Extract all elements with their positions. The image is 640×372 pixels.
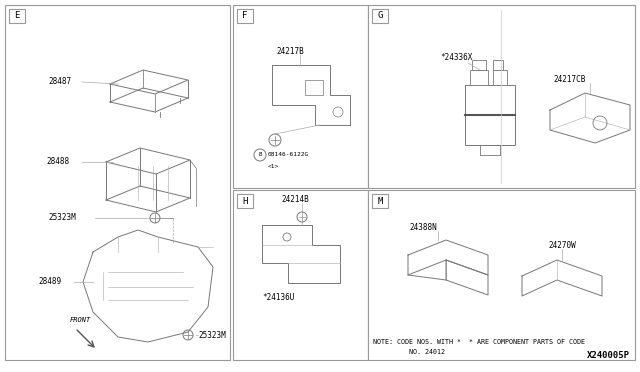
- Bar: [368, 190, 635, 360]
- Text: *24136U: *24136U: [262, 292, 294, 301]
- Text: FRONT: FRONT: [70, 317, 92, 323]
- Text: 28488: 28488: [46, 157, 69, 167]
- Text: G: G: [378, 12, 383, 20]
- Bar: [372, 194, 388, 208]
- Text: X240005P: X240005P: [587, 350, 630, 359]
- Text: *24336X: *24336X: [440, 54, 472, 62]
- Text: 24388N: 24388N: [409, 224, 437, 232]
- Text: 24217B: 24217B: [276, 48, 304, 57]
- Text: 25323M: 25323M: [198, 330, 226, 340]
- Text: 08146-6122G: 08146-6122G: [268, 153, 309, 157]
- Bar: [372, 9, 388, 23]
- Bar: [237, 194, 253, 208]
- Bar: [237, 9, 253, 23]
- Text: 24270W: 24270W: [548, 241, 576, 250]
- Text: H: H: [243, 196, 248, 205]
- Text: 24217CB: 24217CB: [554, 76, 586, 84]
- Text: E: E: [14, 12, 20, 20]
- Text: M: M: [378, 196, 383, 205]
- Text: B: B: [259, 153, 262, 157]
- Text: NOTE: CODE NOS. WITH *  * ARE COMPONENT PARTS OF CODE: NOTE: CODE NOS. WITH * * ARE COMPONENT P…: [373, 339, 585, 345]
- Bar: [305, 80, 323, 95]
- Bar: [493, 70, 507, 85]
- Text: 25323M: 25323M: [48, 214, 76, 222]
- Text: 28489: 28489: [38, 278, 61, 286]
- Text: NO. 24012: NO. 24012: [373, 349, 445, 355]
- Text: F: F: [243, 12, 248, 20]
- Bar: [233, 5, 368, 188]
- Bar: [368, 5, 635, 188]
- Bar: [5, 5, 230, 360]
- Bar: [493, 60, 503, 70]
- Bar: [233, 190, 368, 360]
- Bar: [470, 70, 488, 85]
- Bar: [9, 9, 25, 23]
- Text: 28487: 28487: [48, 77, 71, 87]
- Text: <1>: <1>: [268, 164, 279, 169]
- Bar: [465, 85, 515, 145]
- Bar: [472, 60, 486, 70]
- Text: 24214B: 24214B: [281, 196, 309, 205]
